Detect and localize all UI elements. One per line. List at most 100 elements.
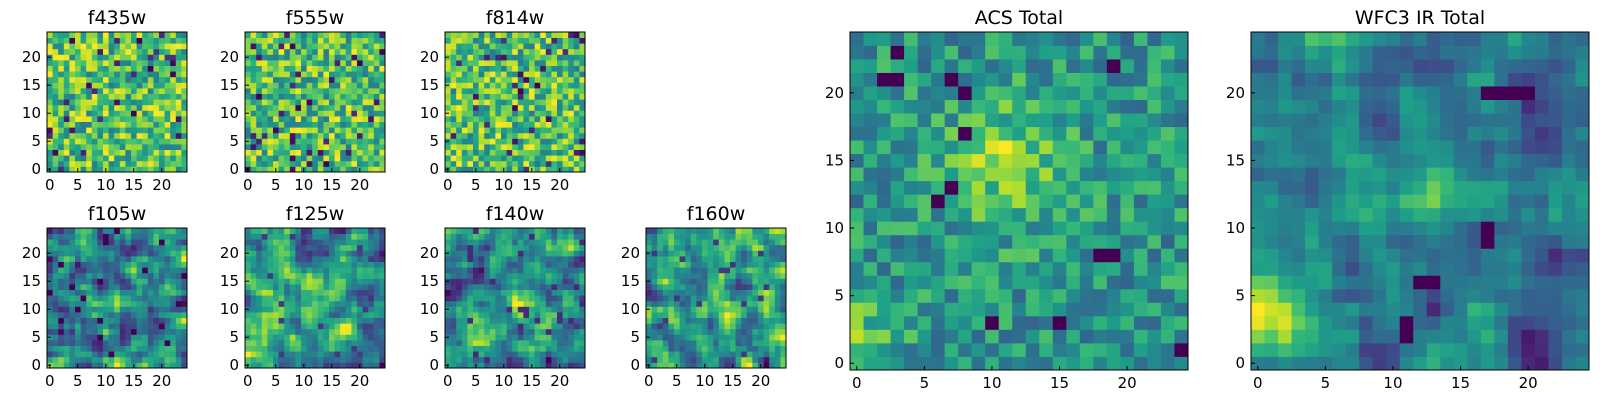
heatmap-cell <box>379 127 386 134</box>
heatmap-cell <box>273 110 279 117</box>
y-tick-label: 5 <box>429 132 439 150</box>
heatmap-cell <box>136 256 143 262</box>
heatmap-cell <box>562 138 569 145</box>
heatmap-cell <box>746 351 753 358</box>
heatmap-cell <box>534 121 541 128</box>
heatmap-cell <box>131 345 137 352</box>
heatmap-cell <box>142 351 149 358</box>
heatmap-cell <box>998 275 1013 290</box>
heatmap-cell <box>362 256 369 262</box>
heatmap-cell <box>317 289 324 296</box>
heatmap-cell <box>147 272 154 279</box>
heatmap-cell <box>278 54 285 61</box>
heatmap-cell <box>512 340 519 346</box>
heatmap-cell <box>245 312 251 318</box>
heatmap-cell <box>345 144 352 150</box>
heatmap-cell <box>473 116 479 122</box>
heatmap-cell <box>108 104 115 111</box>
heatmap-cell <box>63 43 70 50</box>
heatmap-cell <box>63 60 70 66</box>
heatmap-cell <box>445 48 451 55</box>
heatmap-cell <box>97 272 104 279</box>
heatmap-cell <box>863 261 878 276</box>
x-tick-label: 10 <box>494 372 513 390</box>
heatmap-cell <box>256 233 263 240</box>
heatmap-cell <box>746 362 753 369</box>
heatmap-cell <box>119 328 126 335</box>
heatmap-cell <box>568 65 575 72</box>
heatmap-cell <box>114 138 121 145</box>
heatmap-cell <box>119 110 126 117</box>
heatmap-cell <box>159 334 165 341</box>
heatmap-cell <box>1039 275 1054 290</box>
heatmap-cell <box>501 295 507 302</box>
heatmap-cell <box>568 300 575 307</box>
heatmap-cell <box>245 317 251 324</box>
heatmap-cell <box>334 76 341 83</box>
heatmap-cell <box>495 261 502 268</box>
heatmap-cell <box>517 166 524 173</box>
heatmap-cell <box>278 295 285 302</box>
heatmap-cell <box>368 60 375 66</box>
heatmap-cell <box>170 82 177 89</box>
heatmap-cell <box>529 300 535 307</box>
heatmap-cell <box>707 228 714 234</box>
heatmap-cell <box>289 317 296 324</box>
heatmap-cell <box>529 144 535 150</box>
heatmap-cell <box>58 334 65 341</box>
heatmap-cell <box>256 76 263 83</box>
heatmap-cell <box>1025 315 1040 330</box>
heatmap-cell <box>557 250 563 257</box>
heatmap-cell <box>131 93 137 100</box>
heatmap-cell <box>690 362 697 369</box>
heatmap-cell <box>278 228 285 234</box>
heatmap-cell <box>345 116 352 122</box>
heatmap-cell <box>273 65 279 72</box>
heatmap-cell <box>86 362 93 369</box>
heatmap-cell <box>517 54 524 61</box>
heatmap-cell <box>345 104 352 111</box>
heatmap-cell <box>379 37 386 44</box>
heatmap-cell <box>461 256 468 262</box>
heatmap-cell <box>312 267 319 274</box>
heatmap-cell <box>147 110 154 117</box>
heatmap-cell <box>97 233 104 240</box>
heatmap-cell <box>142 300 149 307</box>
heatmap-cell <box>323 323 330 330</box>
heatmap-cell <box>1079 180 1094 195</box>
heatmap-cell <box>674 300 680 307</box>
heatmap-cell <box>1120 275 1135 290</box>
heatmap-cell <box>80 345 87 352</box>
heatmap-cell <box>944 329 959 344</box>
heatmap-cell <box>904 153 918 168</box>
heatmap-cell <box>904 167 918 182</box>
heatmap-cell <box>456 43 463 50</box>
heatmap-cell <box>250 121 257 128</box>
heatmap-cell <box>1174 315 1189 330</box>
x-tick-label: 15 <box>723 372 742 390</box>
heatmap-cell <box>512 116 519 122</box>
heatmap-cell <box>181 110 188 117</box>
heatmap-cell <box>256 166 263 173</box>
heatmap-cell <box>170 93 177 100</box>
heatmap-cell <box>159 48 165 55</box>
heatmap-cell <box>175 149 182 156</box>
heatmap-cell <box>52 289 59 296</box>
heatmap-cell <box>362 37 369 44</box>
heatmap-cell <box>998 261 1013 276</box>
heatmap-cell <box>1052 221 1067 236</box>
heatmap-cell <box>763 261 770 268</box>
heatmap-cell <box>662 250 669 257</box>
heatmap-cell <box>312 144 319 150</box>
heatmap-cell <box>668 300 675 307</box>
heatmap-cell <box>1120 329 1135 344</box>
heatmap-cell <box>877 207 891 222</box>
heatmap-cell <box>461 65 468 72</box>
heatmap-cell <box>47 132 53 139</box>
heatmap-cell <box>501 32 507 38</box>
heatmap-cell <box>52 261 59 268</box>
heatmap-cell <box>69 166 76 173</box>
heatmap-cell <box>573 340 580 346</box>
heatmap-cell <box>1052 315 1067 330</box>
heatmap-cell <box>573 82 580 89</box>
